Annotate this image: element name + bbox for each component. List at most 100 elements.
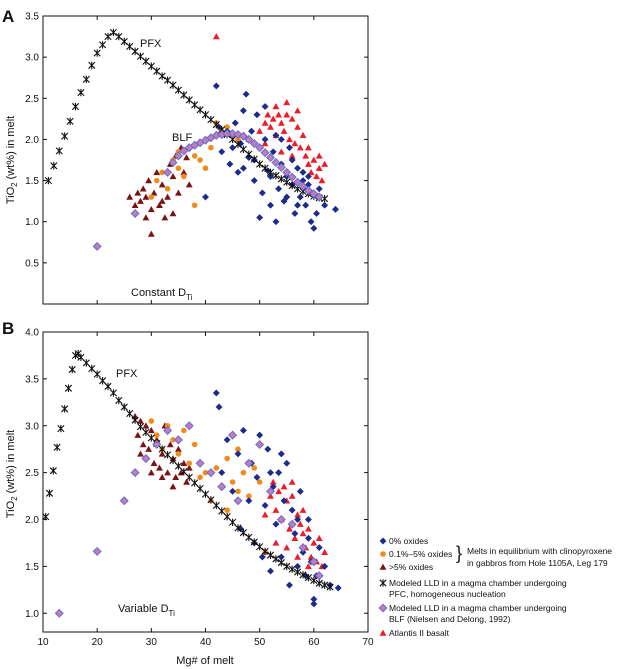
point-pfx bbox=[185, 473, 193, 482]
panel-b-annotation: Variable DTi bbox=[118, 603, 175, 618]
point-pfx bbox=[82, 75, 90, 84]
point-blf bbox=[255, 143, 265, 153]
point-pfx bbox=[191, 479, 199, 487]
point-oxide0 bbox=[266, 469, 275, 477]
x-tick-label: 30 bbox=[146, 637, 158, 648]
point-oxide0 bbox=[266, 201, 275, 209]
point-oxide0 bbox=[231, 119, 239, 127]
point-oxide_mid bbox=[181, 427, 187, 434]
point-oxide_hi bbox=[137, 197, 144, 204]
point-pfx bbox=[68, 365, 76, 374]
point-blf bbox=[298, 543, 308, 553]
point-oxide0 bbox=[310, 600, 318, 608]
point-pfx bbox=[272, 555, 280, 563]
point-atlantis bbox=[277, 119, 285, 126]
point-pfx bbox=[266, 168, 275, 177]
point-oxide_hi bbox=[145, 177, 153, 184]
point-oxide0 bbox=[261, 501, 269, 509]
point-oxide_mid bbox=[164, 186, 171, 192]
point-atlantis bbox=[275, 111, 283, 118]
point-atlantis bbox=[212, 33, 220, 40]
panel-b-ylabel: TiO2 (wt%) in melt bbox=[5, 430, 19, 518]
point-pfx bbox=[93, 49, 101, 57]
x-tick-label: 10 bbox=[37, 637, 49, 648]
point-oxide_hi bbox=[164, 193, 171, 200]
legend-marker-atlantis bbox=[379, 629, 387, 636]
panel-b-label: B bbox=[2, 319, 14, 338]
point-blf bbox=[152, 439, 162, 450]
point-atlantis bbox=[296, 520, 304, 527]
point-blf bbox=[276, 514, 286, 525]
point-oxide_mid bbox=[148, 418, 155, 424]
point-oxide_mid bbox=[181, 173, 187, 180]
point-blf bbox=[265, 486, 276, 496]
panel-a-pfx-label: PFX bbox=[140, 38, 162, 50]
point-pfx bbox=[256, 160, 264, 168]
point-atlantis bbox=[296, 144, 304, 151]
point-blf bbox=[244, 458, 254, 468]
point-pfx bbox=[88, 364, 96, 373]
point-pfx bbox=[136, 422, 145, 431]
legend-blf-line2: BLF (Nielsen and Delong, 1992) bbox=[389, 614, 511, 624]
point-oxide0 bbox=[242, 90, 250, 98]
point-oxide_mid bbox=[197, 157, 203, 163]
point-oxide0 bbox=[283, 193, 291, 201]
point-oxide0 bbox=[288, 506, 296, 514]
point-pfx bbox=[256, 542, 264, 551]
panel-b-marks bbox=[42, 349, 342, 618]
point-oxide0 bbox=[304, 515, 312, 524]
point-blf bbox=[206, 468, 216, 478]
point-oxide0 bbox=[321, 562, 329, 570]
point-oxide0 bbox=[223, 436, 231, 444]
point-pfx bbox=[45, 489, 54, 497]
point-oxide_mid bbox=[148, 194, 155, 200]
point-atlantis bbox=[299, 506, 307, 513]
point-pfx bbox=[293, 568, 302, 576]
point-pfx bbox=[261, 547, 269, 556]
panel-b-ticks: 10 20 30 40 50 60 70 1.0 1.5 2.0 2.5 3.0 3.5 4.0 bbox=[25, 328, 374, 649]
point-oxide_mid bbox=[175, 451, 182, 457]
point-oxide_hi bbox=[169, 173, 177, 180]
y-tick-label: 3.0 bbox=[25, 421, 39, 432]
point-pfx bbox=[49, 467, 57, 475]
point-oxide_hi bbox=[131, 201, 139, 208]
point-oxide_mid bbox=[202, 469, 209, 476]
point-blf bbox=[228, 129, 238, 139]
point-atlantis bbox=[299, 131, 307, 139]
point-pfx bbox=[98, 41, 107, 49]
point-pfx bbox=[310, 576, 318, 585]
point-oxide_mid bbox=[186, 460, 193, 467]
point-pfx bbox=[61, 132, 69, 140]
point-oxide_hi bbox=[153, 168, 161, 176]
point-atlantis bbox=[275, 487, 283, 495]
point-pfx bbox=[207, 115, 215, 124]
point-pfx bbox=[245, 533, 253, 542]
point-pfx bbox=[174, 462, 183, 470]
point-pfx bbox=[261, 164, 269, 172]
point-oxide0 bbox=[239, 107, 247, 115]
point-pfx bbox=[239, 145, 248, 154]
point-blf bbox=[217, 482, 227, 492]
x-tick-label: 40 bbox=[200, 637, 212, 648]
legend-atlantis: Atlantis II basalt bbox=[389, 628, 450, 638]
legend-blf-line1: Modeled LLD in a magma chamber undergoin… bbox=[389, 603, 567, 613]
point-pfx bbox=[283, 562, 291, 571]
point-oxide0 bbox=[280, 197, 288, 205]
point-pfx bbox=[196, 484, 204, 493]
point-atlantis bbox=[315, 152, 323, 159]
point-pfx bbox=[126, 409, 134, 418]
point-atlantis bbox=[269, 115, 277, 122]
y-tick-label: 3.5 bbox=[25, 12, 39, 23]
legend-item-mid-oxides: 0.1%–5% oxides bbox=[389, 549, 452, 559]
point-oxide0 bbox=[275, 469, 283, 477]
point-atlantis bbox=[288, 115, 296, 122]
point-atlantis bbox=[261, 119, 269, 126]
point-oxide_mid bbox=[224, 124, 230, 130]
point-oxide0 bbox=[285, 581, 294, 589]
point-pfx bbox=[142, 57, 150, 65]
point-oxide_hi bbox=[164, 469, 171, 476]
point-oxide0 bbox=[269, 148, 277, 156]
point-atlantis bbox=[294, 123, 301, 130]
point-blf bbox=[314, 192, 324, 202]
point-pfx bbox=[201, 111, 210, 119]
